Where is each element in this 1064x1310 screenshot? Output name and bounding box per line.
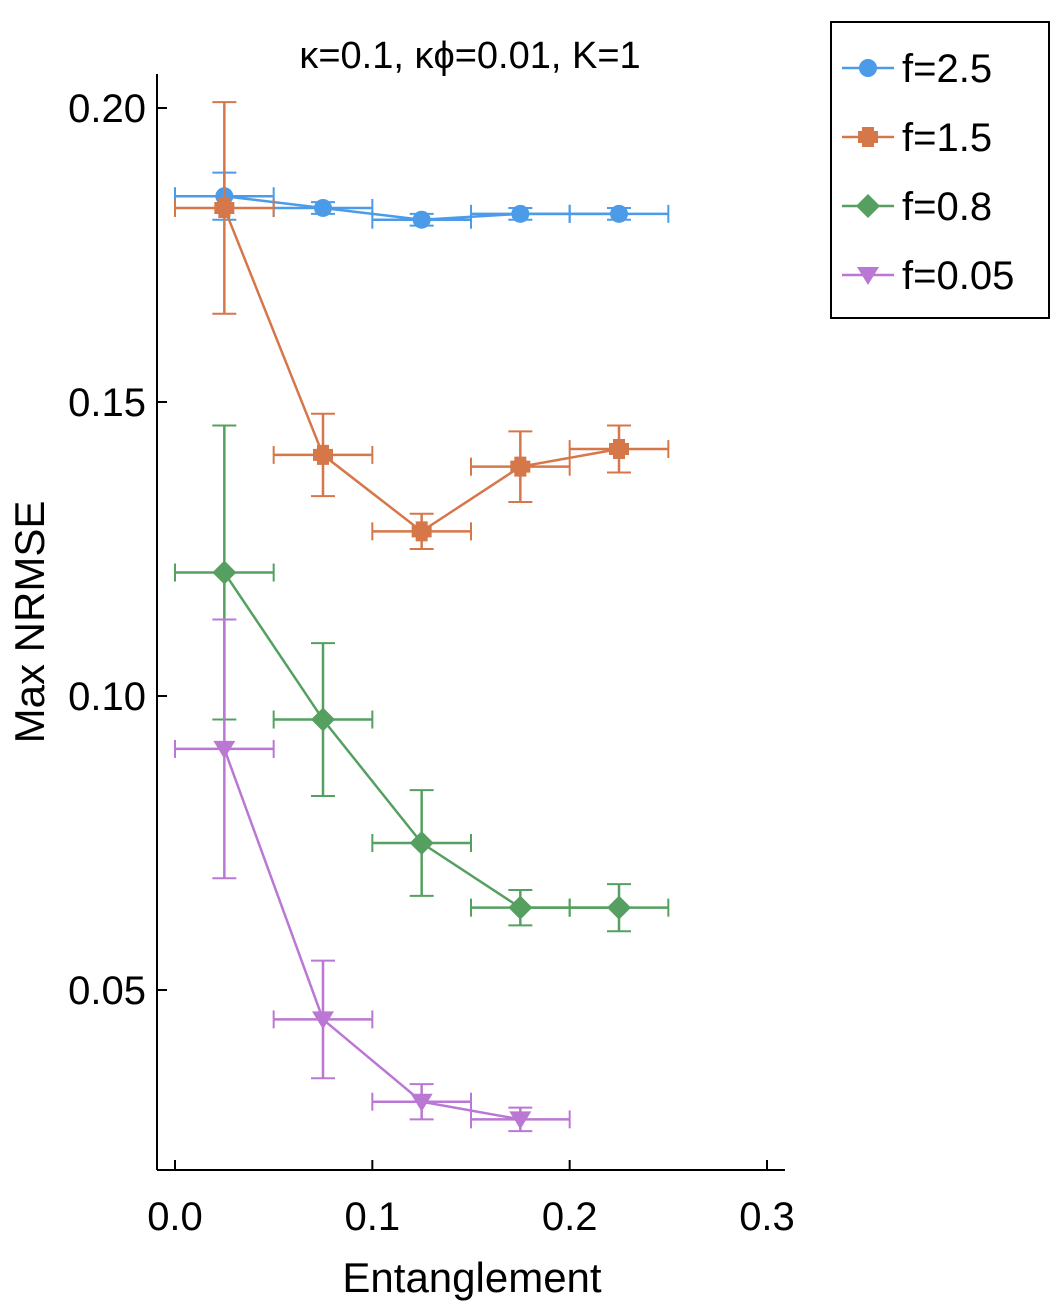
data-point [312, 1011, 334, 1030]
data-point [609, 439, 629, 460]
y-tick-label: 0.05 [68, 969, 146, 1013]
legend-label: f=2.5 [902, 47, 992, 91]
x-tick-label: 0.2 [542, 1195, 598, 1239]
series-f-0-05 [174, 618, 571, 1133]
series-line [223, 748, 521, 1121]
x-tick-label: 0.1 [345, 1195, 401, 1239]
legend-items: f=2.5 f=1.5 f=0.8 f=0.05 [842, 47, 1014, 298]
data-point [510, 456, 531, 477]
data-point [311, 707, 335, 732]
data-point [607, 895, 631, 920]
series-f-2-5 [174, 171, 670, 229]
data-point [214, 197, 235, 218]
legend-marker [857, 267, 879, 285]
legend: f=2.5 f=1.5 f=0.8 f=0.05 [830, 21, 1050, 319]
error-bar [371, 1083, 472, 1121]
series-line [223, 207, 620, 533]
data-point [212, 560, 237, 585]
data-point [511, 204, 530, 223]
data-point [610, 204, 628, 223]
legend-label: f=0.05 [902, 254, 1014, 298]
data-point [412, 210, 431, 229]
data-point [313, 444, 333, 465]
data-point [509, 1111, 532, 1130]
legend-marker [859, 59, 877, 77]
series-f-1-5 [174, 101, 670, 550]
data-point [213, 740, 236, 759]
data-point [508, 895, 533, 920]
legend-item: f=0.05 [842, 254, 1014, 298]
x-tick-label: 0.0 [147, 1195, 203, 1239]
legend-item: f=2.5 [842, 47, 992, 91]
chart-title: κ=0.1, κϕ=0.01, K=1 [299, 35, 640, 77]
y-ticks: 0.05 0.10 0.15 0.20 [68, 87, 167, 1013]
series-layer [174, 101, 670, 1133]
data-point [411, 521, 432, 542]
legend-item: f=1.5 [842, 116, 992, 160]
y-tick-label: 0.15 [68, 381, 146, 425]
legend-item: f=0.8 [842, 185, 992, 229]
legend-marker [856, 194, 880, 218]
data-point [314, 198, 332, 217]
y-tick-label: 0.20 [68, 87, 146, 131]
x-axis-title: Entanglement [342, 1254, 602, 1301]
data-point [409, 831, 434, 855]
legend-label: f=0.8 [902, 185, 992, 229]
legend-label: f=1.5 [902, 116, 992, 160]
legend-marker [858, 127, 878, 147]
y-axis-title: Max NRMSE [6, 501, 53, 744]
x-tick-label: 0.3 [739, 1195, 795, 1239]
series-f-0-8 [174, 424, 670, 933]
data-point [410, 1093, 433, 1112]
y-tick-label: 0.10 [68, 675, 146, 719]
x-ticks: 0.0 0.1 0.2 0.3 [147, 1160, 795, 1239]
